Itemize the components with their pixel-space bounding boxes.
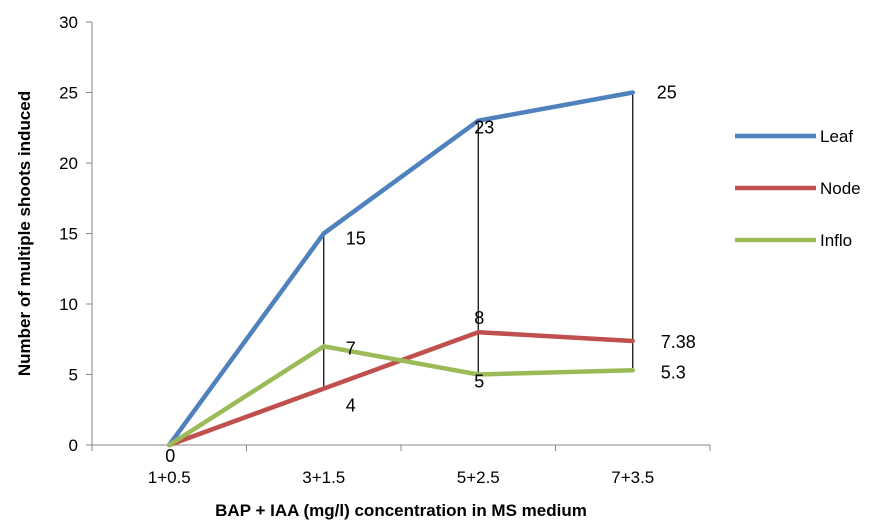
legend-label-leaf: Leaf [820,127,853,146]
series-line-leaf [167,90,635,448]
x-axis-ticks: 1+0.5 3+1.5 5+2.5 7+3.5 [91,445,711,487]
y-tick-label: 25 [59,84,78,103]
data-label-leaf: 23 [474,118,494,138]
x-tick-label: 3+1.5 [302,468,345,487]
y-axis-ticks: 0 5 10 15 20 25 30 [59,13,92,455]
x-tick-label: 7+3.5 [611,468,654,487]
series-lines [167,90,635,448]
data-label-leaf: 25 [657,83,677,103]
y-axis-title: Number of multiple shoots induced [15,91,34,376]
chart-axes [91,22,710,446]
data-label-leaf: 15 [346,229,366,249]
data-label-inflo: 5 [474,372,484,392]
data-labels: 15 23 25 4 8 7.38 0 7 5 5.3 [165,83,696,467]
legend: Leaf Node Inflo [735,127,861,250]
y-tick-label: 10 [59,295,78,314]
x-tick-label: 1+0.5 [148,468,191,487]
y-tick-label: 0 [69,436,78,455]
y-tick-label: 5 [69,366,78,385]
x-tick-label: 5+2.5 [457,468,500,487]
y-tick-label: 20 [59,154,78,173]
y-tick-label: 15 [59,225,78,244]
x-axis-title: BAP + IAA (mg/l) concentration in MS med… [215,501,587,520]
data-label-node: 7.38 [661,332,696,352]
series-line-inflo [167,344,635,448]
data-label-inflo: 0 [165,446,175,466]
legend-label-node: Node [820,179,861,198]
data-label-inflo: 5.3 [661,362,686,382]
data-label-node: 8 [474,308,484,328]
data-label-node: 4 [346,396,356,416]
legend-label-inflo: Inflo [820,231,852,250]
y-tick-label: 30 [59,13,78,32]
data-label-inflo: 7 [346,338,356,358]
